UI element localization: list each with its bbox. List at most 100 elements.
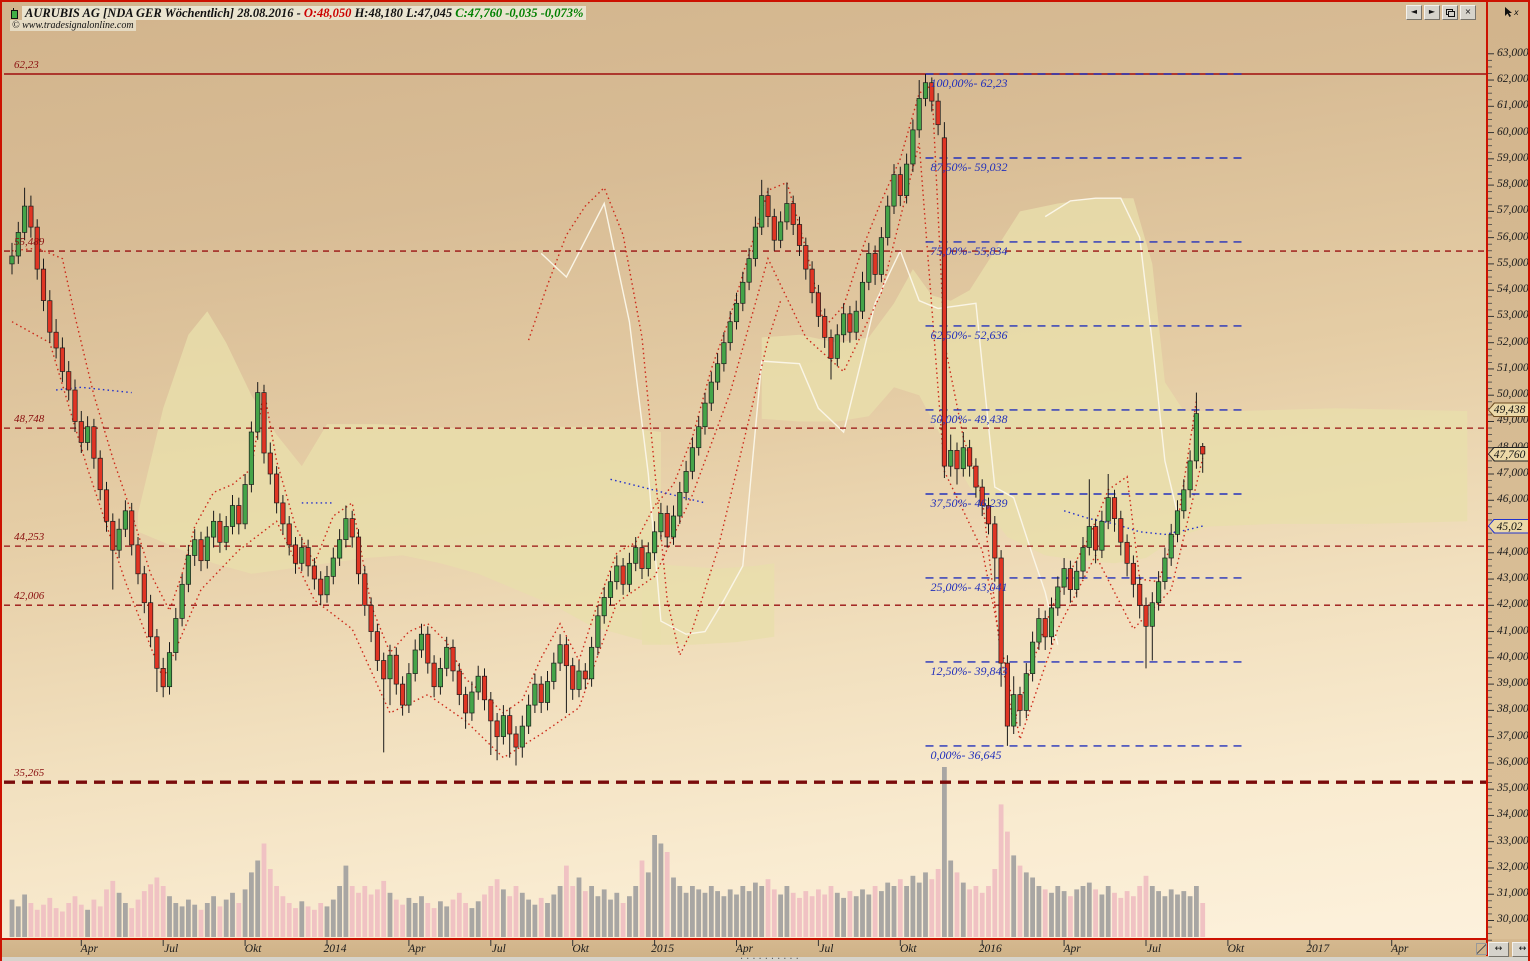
candle-body <box>790 203 796 225</box>
instrument-label: AURUBIS AG [NDA GER Wöchentlich] 28.08.2… <box>25 6 304 20</box>
candle-body <box>664 513 670 538</box>
volume-bar <box>375 889 380 937</box>
volume-bar <box>526 899 531 937</box>
candle-body <box>1130 562 1136 585</box>
volume-bar <box>690 886 695 937</box>
candle-body <box>822 316 828 338</box>
volume-bar <box>154 877 160 937</box>
candle-body <box>223 526 229 543</box>
volume-bar <box>1181 891 1187 937</box>
volume-bar <box>519 892 525 937</box>
volume-bar <box>538 897 544 937</box>
statusbar-dots[interactable]: ·········· <box>740 954 802 961</box>
volume-bar <box>1131 896 1136 937</box>
volume-bar <box>1049 892 1054 937</box>
volume-bar <box>1080 886 1086 937</box>
volume-bar <box>1194 886 1199 937</box>
candle-body <box>551 662 557 682</box>
volume-bar <box>123 903 128 937</box>
volume-bar <box>312 909 317 937</box>
candle-body <box>1143 604 1149 627</box>
candle-body <box>97 457 103 491</box>
scroll-left-button[interactable]: ↔ <box>1488 942 1509 957</box>
volume-bar <box>891 886 897 937</box>
candle-body <box>1174 510 1181 535</box>
candle-body <box>582 670 588 680</box>
volume-bar <box>488 886 494 937</box>
candle-body <box>1093 526 1099 551</box>
candle-body <box>1023 673 1029 711</box>
candle-body <box>1162 557 1168 582</box>
volume-bar <box>1200 903 1206 937</box>
back-button[interactable]: ◄ <box>1406 5 1422 20</box>
candle-body <box>721 342 727 365</box>
volume-bar <box>318 903 324 937</box>
candle-body <box>1111 497 1118 519</box>
volume-bar <box>482 894 487 937</box>
volume-bar <box>1143 875 1149 937</box>
candle-body <box>330 557 336 577</box>
candle-body <box>841 313 847 336</box>
volume-bar <box>942 767 947 937</box>
candle-body <box>929 82 935 102</box>
candle-body <box>973 465 979 488</box>
volume-bar <box>1175 894 1180 937</box>
resize-handle-icon[interactable] <box>1476 943 1487 955</box>
candle-body <box>677 492 683 517</box>
volume-bar <box>456 892 462 937</box>
candle-body <box>885 205 891 238</box>
candle-body <box>633 547 639 564</box>
volume-bar <box>507 896 513 937</box>
candle-body <box>1168 534 1174 559</box>
volume-bar <box>715 891 720 937</box>
candle-body <box>110 520 116 551</box>
price-axis[interactable] <box>1488 2 1528 957</box>
close-change-value: C:47,760 -0,035 -0,073% <box>455 6 584 20</box>
candle-body <box>746 258 752 283</box>
volume-bar <box>671 877 676 937</box>
volume-bar <box>135 899 141 937</box>
volume-bar <box>986 886 991 937</box>
forward-button[interactable]: ► <box>1424 5 1440 20</box>
restore-button[interactable] <box>1442 5 1458 20</box>
volume-bar <box>589 886 594 937</box>
candle-body <box>803 245 809 270</box>
candle-body <box>765 195 771 217</box>
close-button[interactable]: × <box>1460 5 1476 20</box>
volume-bar <box>381 880 387 937</box>
volume-bar <box>267 869 273 937</box>
candle-body <box>916 98 922 131</box>
candle-body <box>1149 602 1155 627</box>
volume-bar <box>677 886 683 937</box>
candle-body <box>456 670 462 695</box>
candle-body <box>948 450 954 467</box>
blue-stop-1 <box>56 386 132 394</box>
candle-body <box>494 720 500 738</box>
volume-bar <box>923 872 928 937</box>
volume-bar <box>633 886 639 937</box>
volume-bar <box>816 889 821 937</box>
volume-bar <box>841 897 846 937</box>
volume-bar <box>286 903 292 937</box>
volume-bar <box>564 865 569 937</box>
open-value: O:48,050 <box>303 6 355 20</box>
volume-bar <box>412 903 418 937</box>
volume-bar <box>664 852 670 937</box>
candle-body <box>859 281 866 312</box>
candle-body <box>1187 460 1193 491</box>
candle-body <box>299 547 305 564</box>
candle-body <box>601 597 607 617</box>
scroll-right-button[interactable]: ↔ <box>1512 942 1528 957</box>
volume-bar <box>746 891 752 937</box>
volume-bar <box>734 894 739 937</box>
volume-bar <box>929 879 935 937</box>
candle-body <box>85 426 91 443</box>
candle-body <box>406 673 412 706</box>
candle-body <box>324 576 330 596</box>
volume-bar <box>582 891 588 937</box>
candle-body <box>242 484 248 525</box>
volume-bar <box>1118 897 1124 937</box>
chart-title: AURUBIS AG [NDA GER Wöchentlich] 28.08.2… <box>22 6 587 20</box>
candle-body <box>557 644 563 664</box>
